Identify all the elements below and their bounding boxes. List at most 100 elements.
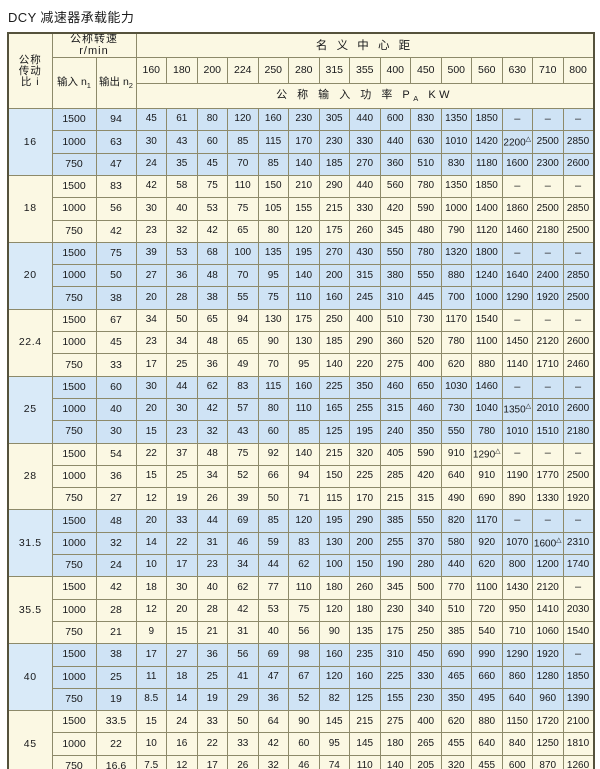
power-cell: 53 — [196, 197, 228, 221]
header-distance-710: 710 — [532, 57, 564, 85]
power-cell: 215 — [318, 442, 350, 466]
power-cell: 195 — [318, 509, 350, 533]
power-cell: 1850 — [562, 665, 595, 689]
power-cell: 275 — [379, 710, 411, 734]
output-speed-cell: 45 — [95, 331, 137, 355]
power-cell: 550 — [440, 420, 472, 444]
power-cell: 345 — [379, 219, 411, 243]
power-cell: 18 — [135, 576, 167, 600]
power-cell: 17 — [166, 554, 198, 578]
power-cell: 82 — [318, 687, 350, 712]
dash-marker: – — [574, 179, 582, 192]
ratio-cell: 45 — [7, 710, 53, 769]
power-cell: 770 — [440, 576, 472, 600]
power-cell: 34 — [166, 331, 198, 355]
power-cell: 42 — [227, 598, 259, 622]
power-cell: 1770 — [532, 464, 564, 489]
header-distance-400: 400 — [379, 57, 411, 85]
power-cell: 32 — [257, 754, 289, 769]
power-cell: 40 — [196, 576, 228, 600]
power-cell: 125 — [318, 420, 350, 444]
power-cell: 690 — [471, 487, 503, 511]
power-cell: 62 — [227, 576, 259, 600]
dash-marker: – — [514, 514, 521, 527]
power-cell: 21 — [196, 620, 228, 645]
power-cell: – — [562, 174, 595, 199]
power-cell: 275 — [379, 353, 411, 377]
power-cell: 15 — [135, 464, 167, 489]
power-cell: 1000 — [471, 286, 503, 310]
power-cell: – — [501, 308, 533, 333]
power-cell: 160 — [288, 375, 320, 399]
power-cell: 70 — [227, 152, 259, 176]
power-cell: – — [532, 174, 564, 199]
power-cell: 2120 — [532, 576, 564, 600]
output-speed-cell: 63 — [95, 130, 137, 154]
header-distance-560: 560 — [471, 57, 503, 85]
input-speed-cell: 1500 — [51, 442, 97, 466]
output-speed-cell: 42 — [95, 219, 137, 243]
header-input-label: 输入 n — [57, 75, 87, 88]
power-cell: 32 — [166, 219, 198, 243]
power-cell: 870 — [532, 754, 564, 769]
power-cell: 710 — [501, 620, 533, 645]
power-cell: 170 — [349, 487, 381, 511]
power-cell: – — [501, 375, 533, 399]
power-cell: 34 — [227, 554, 259, 578]
power-cell: 85 — [227, 130, 259, 154]
table-row: 1000 56 30 40 53 75 105 155 215 330 420 590 1000 1400… — [8, 197, 595, 221]
power-cell: 67 — [288, 665, 320, 689]
power-cell: 880 — [471, 710, 503, 734]
power-cell: 2850 — [562, 130, 595, 154]
power-cell: 69 — [227, 509, 259, 533]
power-cell: 1460 — [471, 375, 503, 399]
header-ratio-line2: 传动 — [18, 64, 42, 77]
power-cell: 1150 — [501, 710, 533, 734]
power-cell: 75 — [288, 598, 320, 622]
ratio-cell: 28 — [7, 442, 53, 511]
power-cell: 455 — [440, 732, 472, 756]
output-speed-cell: 47 — [95, 152, 137, 176]
header-distance-180: 180 — [166, 57, 198, 85]
power-cell: 305 — [318, 108, 350, 132]
power-cell: 94 — [288, 464, 320, 489]
power-cell: 2500 — [562, 286, 595, 310]
power-cell: 140 — [288, 264, 320, 288]
table-row: 31.5 1500 48 20 33 44 69 85 120 195 290 385 550 820 11… — [7, 509, 595, 578]
power-cell: 2030 — [562, 598, 595, 622]
power-cell: 150 — [318, 464, 350, 489]
input-speed-cell: 1500 — [51, 308, 97, 333]
power-cell: 1400 — [471, 197, 503, 221]
table-row: 1000 32 14 22 31 46 59 83 130 200 255 370 580 920 1070… — [8, 531, 595, 556]
power-cell: 510 — [410, 152, 442, 176]
power-cell: 1260 — [562, 754, 595, 769]
table-row: 1000 40 20 30 42 57 80 110 165 255 315 460 730 1040 13… — [8, 397, 595, 422]
power-cell: 30 — [135, 197, 167, 221]
power-cell: 640 — [440, 464, 472, 489]
load-capacity-table: 公称 传动 比 i 公称转速 r/min 名 义 中 心 距 输入 n1 输出 … — [7, 32, 595, 769]
power-cell: 620 — [440, 353, 472, 377]
input-speed-cell: 1000 — [51, 331, 97, 355]
output-speed-cell: 24 — [95, 554, 137, 578]
power-cell: 880 — [440, 264, 472, 288]
power-cell: 170 — [288, 130, 320, 154]
power-cell: 960 — [532, 687, 564, 712]
power-cell: 510 — [379, 308, 411, 333]
power-cell: 95 — [318, 732, 350, 756]
power-cell: 250 — [410, 620, 442, 645]
power-cell: 44 — [196, 509, 228, 533]
dash-marker: – — [544, 514, 551, 527]
power-cell: 260 — [349, 576, 381, 600]
power-cell: 23 — [135, 331, 167, 355]
power-cell: 57 — [227, 397, 259, 422]
power-cell: 235 — [349, 643, 381, 667]
table-row: 22.4 1500 67 34 50 65 94 130 175 250 400 510 730 1170… — [7, 308, 595, 377]
power-cell: 15 — [135, 710, 167, 734]
power-cell: 95 — [257, 264, 289, 288]
input-speed-cell: 750 — [51, 420, 97, 444]
power-cell: 1180 — [471, 152, 503, 176]
power-cell: 32 — [196, 420, 228, 444]
header-distance-250: 250 — [257, 57, 289, 85]
header-row-distances: 输入 n1 输出 n2 160 180 200 224 250 280 315 … — [8, 57, 595, 110]
power-cell: 1170 — [471, 509, 503, 533]
